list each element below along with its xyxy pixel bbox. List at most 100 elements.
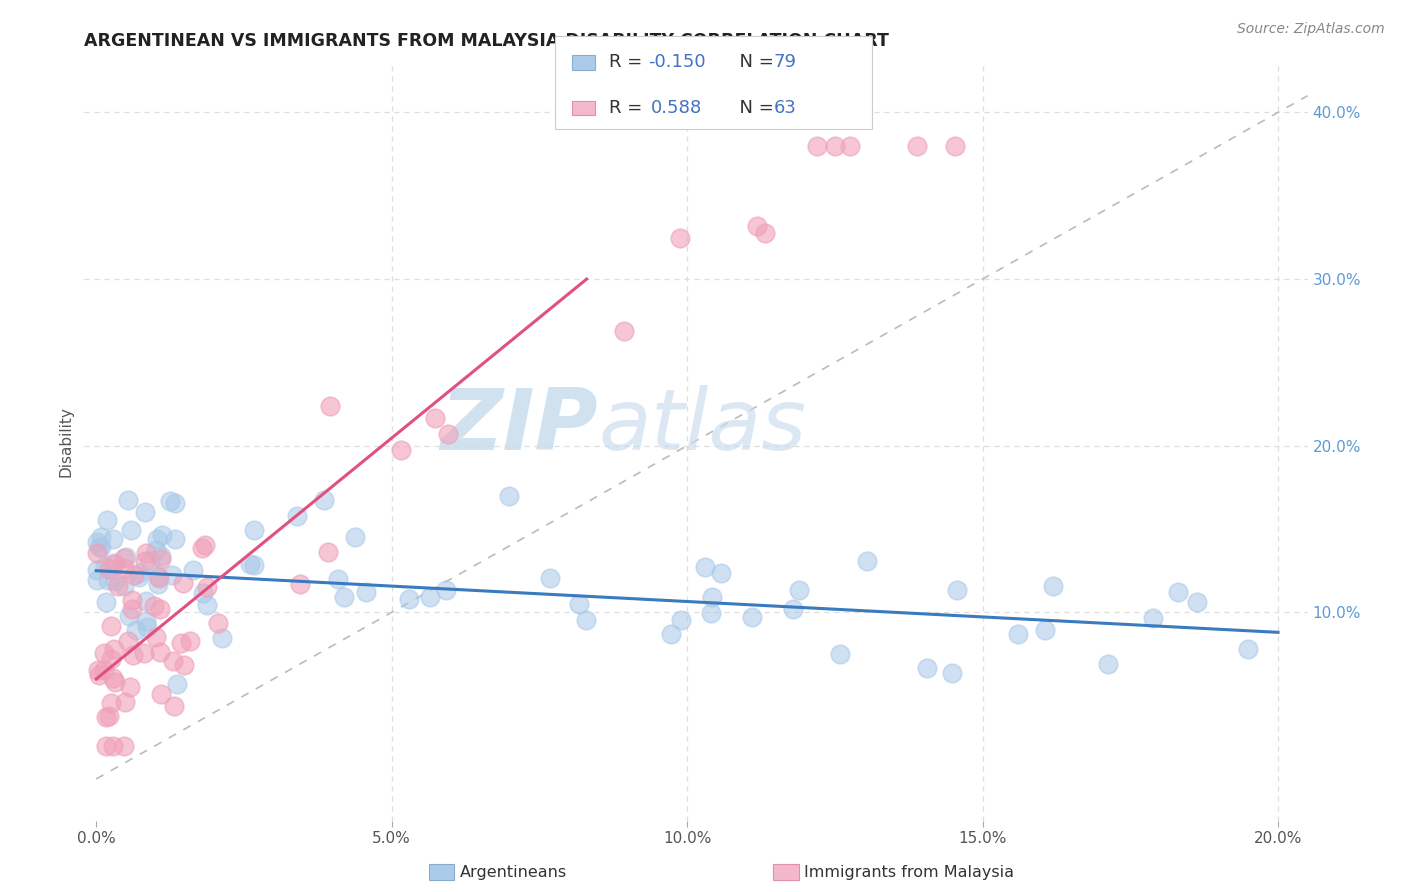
Point	[149, 687, 172, 701]
Point	[183, 563, 205, 577]
Point	[146, 568, 169, 582]
Point	[194, 538, 217, 552]
Point	[134, 554, 156, 568]
Point	[150, 549, 173, 563]
Point	[917, 660, 939, 674]
Point	[145, 543, 167, 558]
Point	[112, 739, 135, 753]
Point	[312, 492, 335, 507]
Point	[1007, 626, 1029, 640]
Point	[710, 566, 733, 580]
Point	[104, 574, 127, 589]
Point	[107, 578, 129, 592]
Point	[1042, 579, 1064, 593]
Point	[135, 619, 157, 633]
Point	[498, 490, 520, 504]
Point	[128, 566, 150, 581]
Point	[288, 577, 311, 591]
Point	[93, 646, 115, 660]
Point	[207, 615, 229, 630]
Point	[856, 554, 879, 568]
Point	[163, 496, 186, 510]
Point	[118, 680, 141, 694]
Point	[121, 601, 143, 615]
Point	[159, 494, 181, 508]
Point	[316, 545, 339, 559]
Point	[97, 573, 120, 587]
Point	[121, 648, 143, 663]
Point	[436, 426, 458, 441]
Point	[243, 558, 266, 572]
Point	[668, 230, 690, 244]
Point	[103, 557, 125, 571]
Point	[121, 592, 143, 607]
Point	[824, 138, 846, 153]
Point	[86, 534, 108, 549]
Point	[166, 677, 188, 691]
Point	[195, 599, 218, 613]
Text: atlas: atlas	[598, 384, 806, 468]
Point	[1237, 641, 1260, 656]
Point	[693, 560, 716, 574]
Point	[285, 509, 308, 524]
Point	[146, 576, 169, 591]
Point	[173, 657, 195, 672]
Point	[568, 597, 591, 611]
Point	[538, 571, 561, 585]
Text: R =: R =	[609, 99, 654, 117]
Point	[93, 664, 115, 678]
Point	[145, 630, 167, 644]
Point	[101, 672, 124, 686]
Point	[170, 636, 193, 650]
Point	[1097, 657, 1119, 671]
Point	[103, 557, 125, 571]
Point	[98, 562, 121, 576]
Point	[782, 602, 804, 616]
Point	[941, 666, 963, 681]
Text: ARGENTINEAN VS IMMIGRANTS FROM MALAYSIA DISABILITY CORRELATION CHART: ARGENTINEAN VS IMMIGRANTS FROM MALAYSIA …	[84, 32, 889, 50]
Point	[700, 606, 723, 620]
Point	[162, 654, 184, 668]
Text: Source: ZipAtlas.com: Source: ZipAtlas.com	[1237, 22, 1385, 37]
Point	[943, 138, 966, 153]
Point	[86, 546, 108, 560]
Point	[163, 698, 186, 713]
Point	[163, 532, 186, 546]
Point	[389, 442, 412, 457]
Point	[121, 523, 143, 537]
Point	[94, 739, 117, 753]
Point	[87, 668, 110, 682]
Point	[135, 593, 157, 607]
Point	[135, 614, 157, 628]
Point	[117, 492, 139, 507]
Point	[1167, 585, 1189, 599]
Point	[398, 591, 420, 606]
Point	[354, 585, 377, 599]
Text: N =: N =	[728, 54, 780, 71]
Text: 79: 79	[773, 54, 796, 71]
Point	[86, 574, 108, 588]
Point	[1035, 623, 1057, 637]
Point	[419, 591, 441, 605]
Point	[150, 551, 173, 566]
Point	[87, 541, 110, 555]
Point	[138, 554, 160, 568]
Point	[86, 663, 108, 677]
Point	[90, 540, 112, 554]
Point	[243, 523, 266, 537]
Point	[332, 590, 354, 604]
Point	[117, 633, 139, 648]
Point	[741, 610, 763, 624]
Point	[150, 528, 173, 542]
Point	[94, 595, 117, 609]
Point	[149, 602, 172, 616]
Point	[101, 532, 124, 546]
Text: ZIP: ZIP	[440, 384, 598, 468]
Point	[839, 138, 862, 153]
Point	[94, 710, 117, 724]
Text: R =: R =	[609, 54, 648, 71]
Point	[142, 599, 165, 614]
Point	[434, 583, 457, 598]
Point	[148, 571, 170, 585]
Point	[125, 623, 148, 637]
